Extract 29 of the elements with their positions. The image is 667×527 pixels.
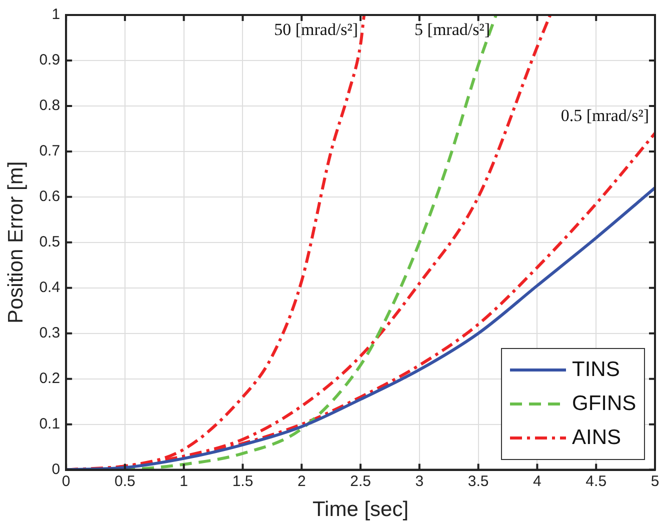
annotation: 5 [mrad/s²] bbox=[414, 20, 490, 39]
y-tick-label: 0.8 bbox=[39, 97, 60, 114]
x-tick-label: 3 bbox=[415, 472, 424, 490]
x-tick-label: 4 bbox=[533, 472, 542, 490]
y-tick-label: 0.4 bbox=[39, 279, 60, 296]
x-tick-label: 5 bbox=[650, 472, 660, 490]
y-tick-label: 0.2 bbox=[39, 370, 60, 387]
y-tick-label: 0 bbox=[52, 460, 60, 478]
annotation: 50 [mrad/s²] bbox=[274, 20, 358, 39]
x-axis-title: Time [sec] bbox=[312, 498, 409, 522]
x-tick-label: 2 bbox=[297, 472, 306, 490]
legend-label: AINS bbox=[572, 426, 622, 450]
y-tick-label: 0.5 bbox=[39, 234, 60, 251]
y-tick-label: 0.6 bbox=[39, 188, 60, 206]
legend-label: GFINS bbox=[572, 392, 636, 416]
y-tick-label: 1 bbox=[52, 6, 60, 24]
x-tick-label: 1.5 bbox=[232, 472, 254, 490]
x-tick-label: 1 bbox=[180, 472, 188, 490]
y-axis-title: Position Error [m] bbox=[4, 161, 28, 324]
y-tick-label: 0.1 bbox=[39, 415, 60, 432]
y-tick-label: 0.9 bbox=[39, 52, 60, 69]
legend-label: TINS bbox=[572, 358, 620, 382]
x-tick-label: 4.5 bbox=[586, 472, 607, 490]
y-tick-label: 0.3 bbox=[39, 324, 60, 342]
y-tick-label: 0.7 bbox=[39, 142, 60, 160]
x-tick-label: 3.5 bbox=[468, 472, 489, 490]
x-tick-label: 2.5 bbox=[350, 472, 371, 490]
x-tick-label: 0.5 bbox=[114, 472, 136, 490]
annotation: 0.5 [mrad/s²] bbox=[560, 106, 649, 126]
